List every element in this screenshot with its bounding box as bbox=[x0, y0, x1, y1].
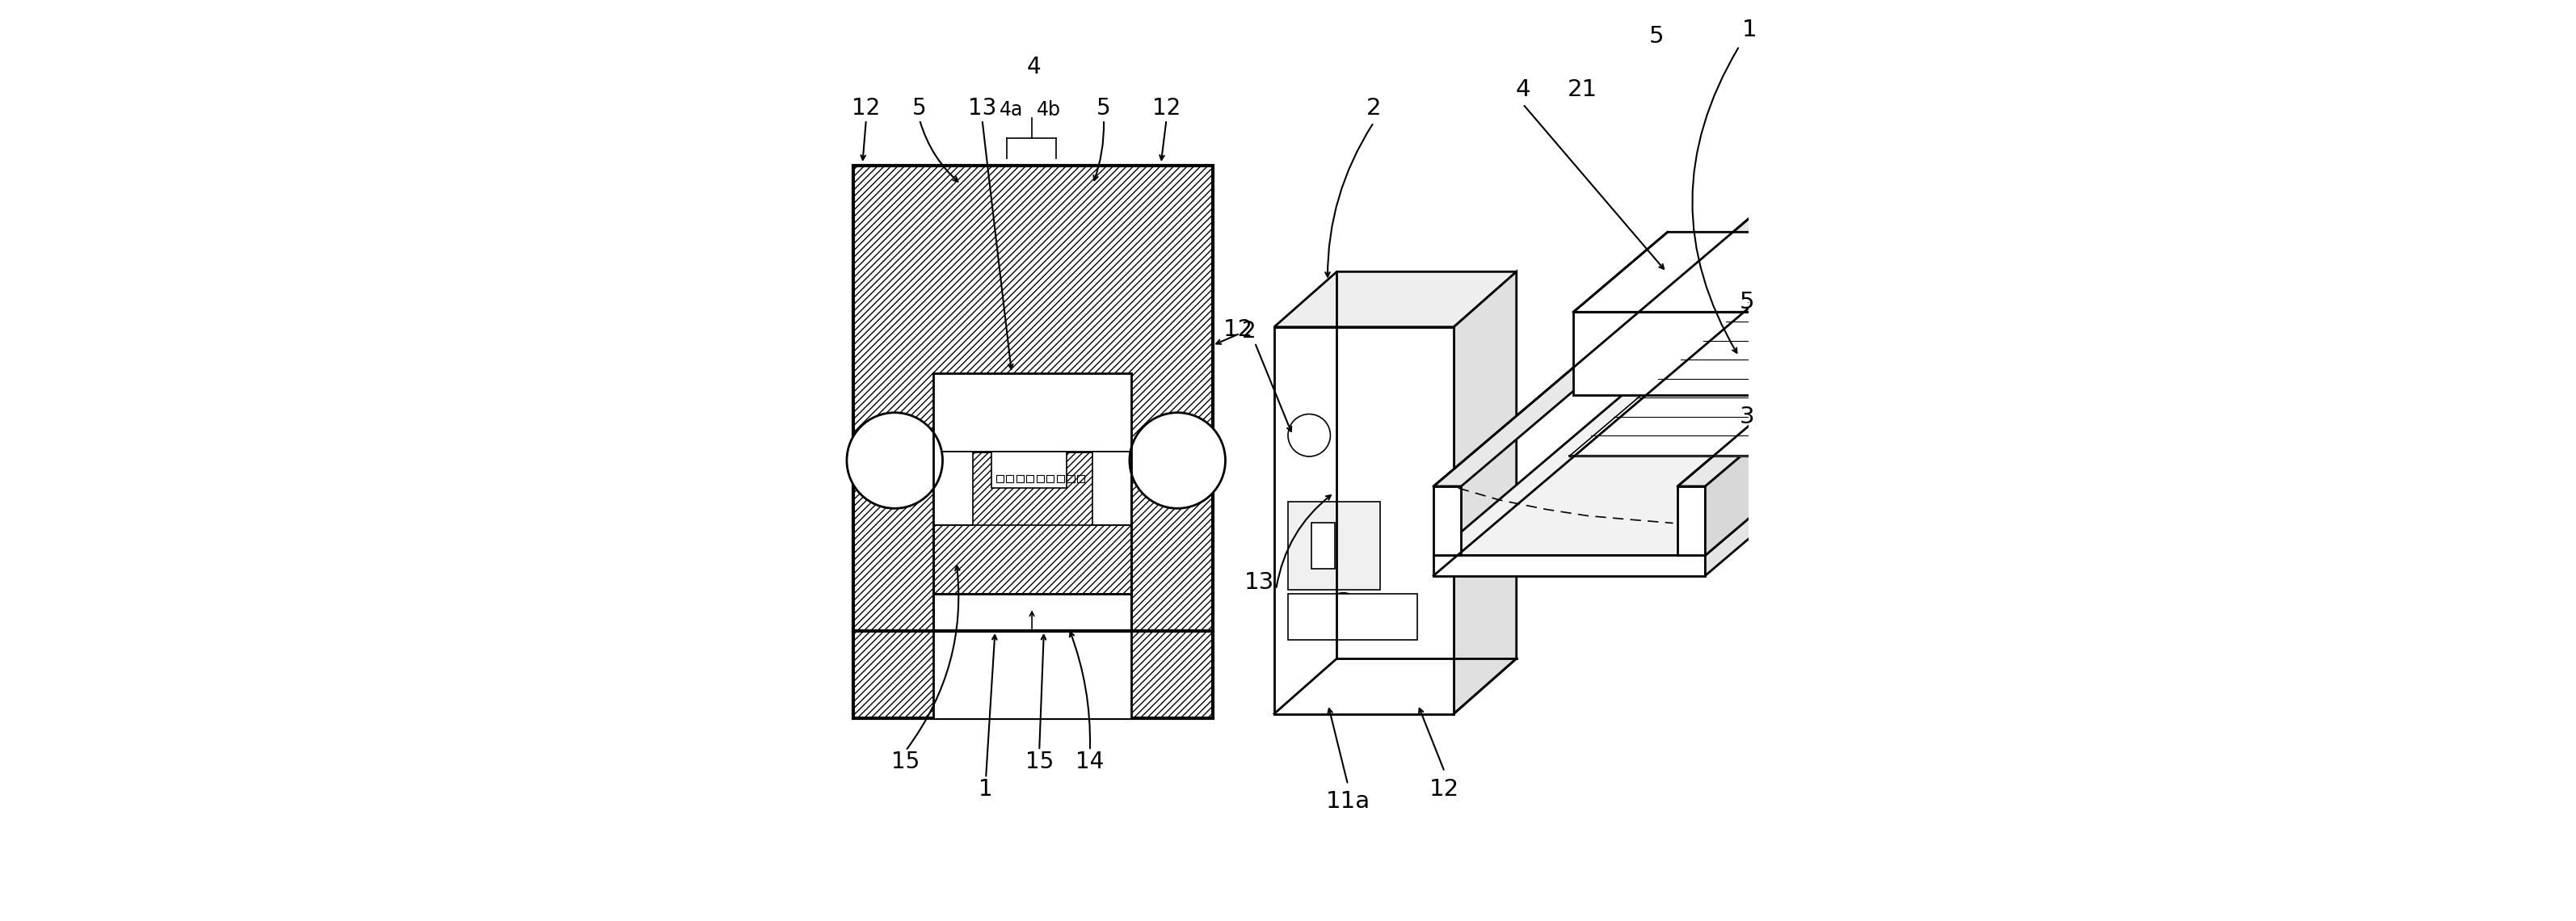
Text: 12: 12 bbox=[853, 97, 881, 120]
Text: 21: 21 bbox=[1569, 78, 1597, 101]
Text: 1: 1 bbox=[979, 778, 992, 801]
Text: 15: 15 bbox=[1025, 751, 1054, 774]
Polygon shape bbox=[933, 373, 1131, 718]
Polygon shape bbox=[1677, 76, 2190, 486]
Text: 4: 4 bbox=[1028, 55, 1041, 78]
Text: 5: 5 bbox=[912, 97, 927, 120]
Text: 12: 12 bbox=[1430, 778, 1461, 801]
Polygon shape bbox=[1275, 272, 1517, 327]
Polygon shape bbox=[1569, 228, 2053, 457]
Text: 12: 12 bbox=[1151, 97, 1180, 120]
Polygon shape bbox=[1705, 76, 2190, 555]
Polygon shape bbox=[1453, 272, 1517, 714]
Polygon shape bbox=[1311, 523, 1334, 569]
Text: 11a: 11a bbox=[1327, 790, 1370, 813]
Text: 4: 4 bbox=[1515, 78, 1530, 101]
Polygon shape bbox=[1432, 76, 1945, 486]
Circle shape bbox=[1327, 593, 1360, 626]
Polygon shape bbox=[1288, 502, 1381, 589]
Text: 12: 12 bbox=[1224, 318, 1252, 341]
Text: 4b: 4b bbox=[1036, 100, 1061, 120]
Circle shape bbox=[1128, 413, 1226, 508]
Polygon shape bbox=[1574, 232, 1875, 312]
Text: 2: 2 bbox=[1365, 97, 1381, 120]
Polygon shape bbox=[853, 166, 1213, 718]
Polygon shape bbox=[992, 451, 1066, 488]
Text: 13: 13 bbox=[969, 97, 997, 120]
Polygon shape bbox=[1677, 486, 1705, 555]
Text: 4a: 4a bbox=[999, 100, 1023, 120]
Text: 3: 3 bbox=[1739, 405, 1754, 428]
Polygon shape bbox=[1288, 594, 1417, 640]
Polygon shape bbox=[1432, 486, 1461, 555]
Circle shape bbox=[848, 413, 943, 508]
Polygon shape bbox=[933, 451, 1131, 594]
Polygon shape bbox=[1432, 145, 2190, 555]
Polygon shape bbox=[933, 451, 974, 525]
Polygon shape bbox=[1432, 555, 1705, 576]
Circle shape bbox=[1288, 414, 1329, 457]
Polygon shape bbox=[1275, 327, 1453, 714]
Text: 13: 13 bbox=[1244, 571, 1275, 594]
Polygon shape bbox=[1574, 312, 1780, 395]
Polygon shape bbox=[1780, 232, 1875, 395]
Text: 5: 5 bbox=[1649, 25, 1664, 48]
Text: 14: 14 bbox=[1077, 751, 1105, 774]
Polygon shape bbox=[933, 594, 1131, 631]
Text: 5: 5 bbox=[1739, 290, 1754, 313]
Text: 2: 2 bbox=[1242, 321, 1257, 343]
Polygon shape bbox=[1092, 451, 1131, 525]
Polygon shape bbox=[1705, 145, 2190, 576]
Text: 15: 15 bbox=[891, 751, 920, 774]
Text: 5: 5 bbox=[1097, 97, 1110, 120]
Text: 1: 1 bbox=[1741, 18, 1757, 41]
